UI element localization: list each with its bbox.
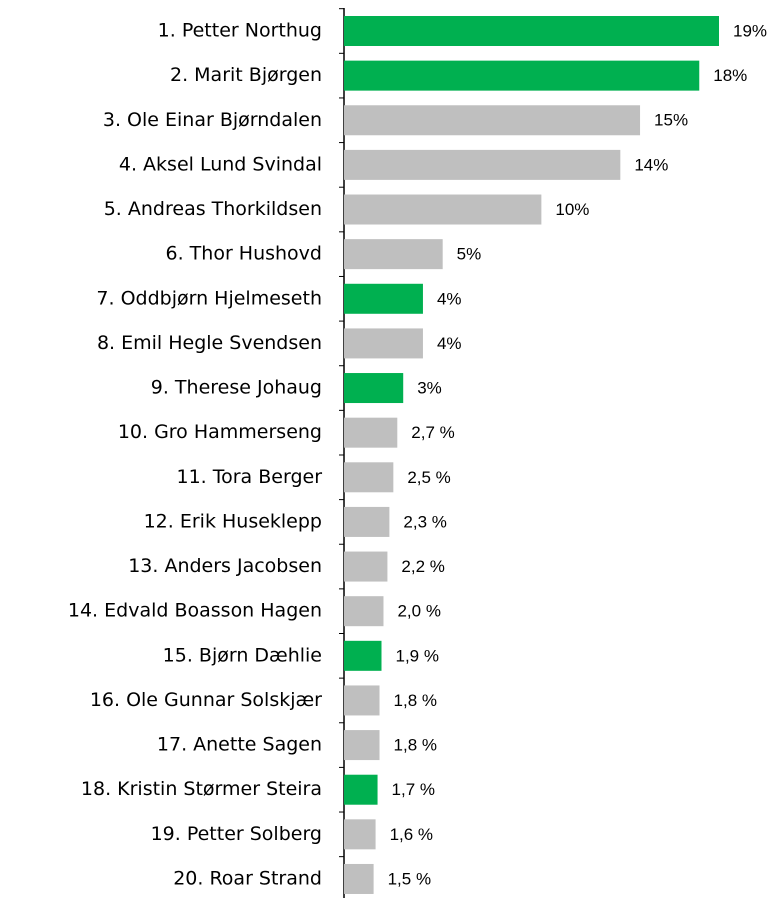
category-label: 13. Anders Jacobsen [128,555,322,577]
bar [344,863,374,894]
value-label: 5% [457,245,482,264]
category-label: 11. Tora Berger [176,466,322,488]
category-label: 14. Edvald Boasson Hagen [68,600,322,622]
value-label: 2,0 % [397,602,440,621]
bar [344,506,390,537]
category-label: 10. Gro Hammerseng [118,421,322,443]
value-label: 10% [555,200,589,219]
value-label: 2,7 % [411,423,454,442]
value-label: 14% [634,155,668,174]
value-label: 18% [713,66,747,85]
bar [344,730,380,761]
category-label: 4. Aksel Lund Svindal [119,153,322,175]
category-label: 6. Thor Hushovd [166,243,323,265]
category-label: 9. Therese Johaug [151,377,322,399]
category-label: 5. Andreas Thorkildsen [104,198,322,220]
value-label: 2,3 % [403,512,446,531]
category-label: 3. Ole Einar Bjørndalen [103,109,322,131]
bar [344,685,380,716]
category-label: 15. Bjørn Dæhlie [163,644,322,666]
bar [344,283,423,314]
bar [344,16,719,46]
category-label: 20. Roar Strand [173,867,322,889]
value-label: 4% [437,334,462,353]
category-label: 19. Petter Solberg [151,823,322,845]
value-label: 1,6 % [390,825,433,844]
bar [344,596,384,627]
value-label: 1,8 % [394,691,437,710]
bar [344,105,641,136]
bar [344,462,394,493]
bar [344,373,404,404]
value-label: 15% [654,111,688,130]
value-label: 19% [733,21,767,40]
bar [344,417,398,448]
category-label: 16. Ole Gunnar Solskjær [90,689,322,711]
value-label: 2,5 % [407,468,450,487]
bar [344,640,382,671]
bar [344,194,542,225]
bar [344,149,621,180]
value-label: 1,5 % [388,869,431,888]
category-label: 1. Petter Northug [158,20,322,42]
value-label: 1,7 % [392,780,435,799]
bar [344,774,378,805]
value-label: 3% [417,379,442,398]
category-label: 2. Marit Bjørgen [170,64,322,86]
bar [344,60,700,91]
category-label: 8. Emil Hegle Svendsen [97,332,322,354]
bar [344,239,443,270]
bar [344,819,376,850]
bar [344,328,423,359]
value-label: 4% [437,289,462,308]
value-label: 2,2 % [401,557,444,576]
category-label: 12. Erik Huseklepp [144,510,322,532]
value-label: 1,8 % [394,736,437,755]
bar [344,551,388,582]
category-label: 17. Anette Sagen [157,734,322,756]
category-label: 18. Kristin Størmer Steira [81,778,322,800]
value-label: 1,9 % [396,646,439,665]
category-label: 7. Oddbjørn Hjelmeseth [96,287,322,309]
